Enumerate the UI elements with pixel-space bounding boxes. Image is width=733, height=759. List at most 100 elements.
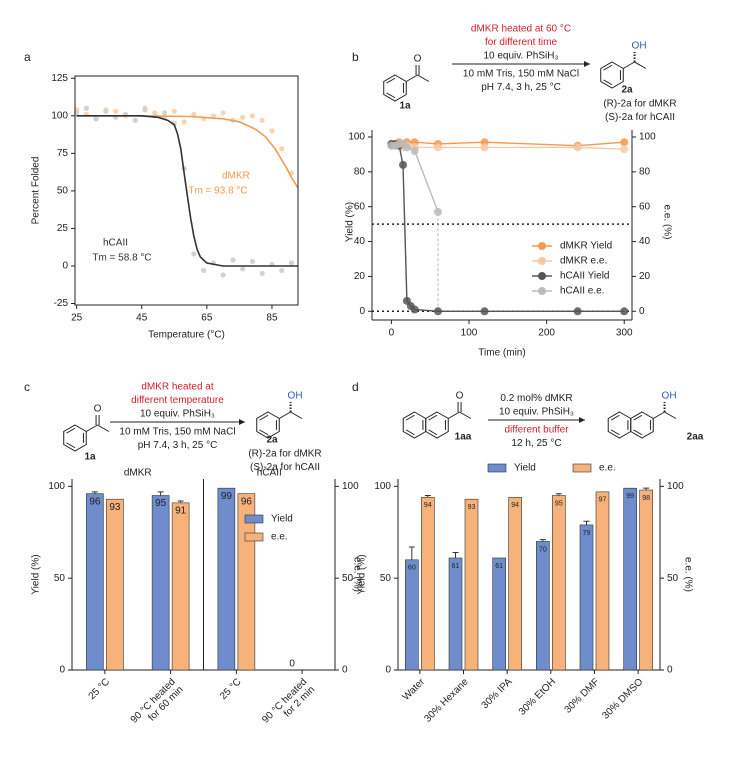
data-point [83,105,89,111]
y-tick-label: 20 [639,271,651,282]
error-bar [408,546,415,560]
compound-label: 2aa [687,432,704,443]
y-tick-label: 50 [380,573,392,584]
ring-bond [633,414,643,421]
series-label: hCAII [103,238,128,249]
ring-bond [633,429,643,436]
x-tick-label: 90 °C heatedfor 2 min [260,676,317,733]
compound-label: 2a [621,85,633,96]
y-tick-label: 50 [342,573,354,584]
ring-bond [603,79,613,86]
error-bar [555,493,562,496]
panel: b O OH dMKR heated at 60 °C for different ti… [345,24,677,359]
ring-bond [405,414,415,421]
x-tick-label: 25 °C [86,676,112,702]
data-point [279,146,285,152]
x-tick-label-line: 30% Hexane [422,676,471,725]
y-tick-label: 100 [639,132,656,143]
x-tick-label: 25 [71,313,83,324]
ring-bond [428,429,438,436]
data-point [220,110,226,116]
y-tick-label: 40 [354,236,366,247]
bar [106,498,124,671]
y-axis-label: Yield (%) [357,554,368,594]
x-tick-label: 300 [616,328,633,339]
arrow-head [579,417,585,423]
x-tick-label: 65 [201,313,213,324]
ring-bond [386,77,396,84]
legend-marker [538,257,546,265]
atom-label: OH [288,391,303,402]
condition: pH 7.4, 3 h, 25 °C [481,82,561,93]
arrow-head [584,61,590,67]
y-tick-label: 60 [354,201,366,212]
y-tick-label: 80 [639,166,651,177]
data-point [240,114,246,120]
atom-label: OH [662,391,677,402]
data-point [191,111,197,117]
data-point [279,267,285,274]
condition: different buffer [504,425,569,436]
condition: 10 equiv. PhSiH₃ [499,407,574,418]
y-tick-label: 75 [57,148,69,159]
atom-label: O [456,391,464,402]
value-label: 61 [452,563,460,570]
series-label: dMKR [222,171,250,182]
y-tick-label: 0 [385,665,391,676]
x-axis-label: Time (min) [478,348,525,359]
data-point [433,207,442,216]
value-label: 97 [599,497,607,504]
bar [552,495,566,671]
ring-bond [428,414,438,421]
bar [492,557,506,671]
value-label: 93 [468,504,476,511]
bar [405,559,419,671]
condition: for different time [485,37,558,48]
bar [464,498,479,671]
product-note: (R)-2a for dMKR [603,99,676,110]
y-tick-label: 100 [374,481,391,492]
panel: d O OH 0.2 mol% dMKR 10 equiv. PhSiH₃ differe… [352,380,704,724]
bond [623,61,635,69]
data-point [433,143,442,152]
bond [653,411,665,419]
bond [279,411,291,419]
bar [639,489,653,671]
data-point [142,107,148,113]
group-label: dMKR [124,468,152,479]
error-bar [177,500,184,503]
error-bar [643,487,650,491]
group-label: hCAII [257,468,282,479]
y-tick-label: 0 [342,665,348,676]
ring-bond [386,92,396,99]
legend-label: e.e. [599,463,616,474]
data-point [259,270,265,277]
data-point [620,307,629,316]
panel-label: c [24,380,30,394]
x-tick-label: 0 [389,328,395,339]
data-point [620,145,629,154]
legend-label: Yield [514,463,536,474]
legend-marker [538,272,546,280]
series-annotation: Tm = 58.8 °C [92,253,151,264]
y-tick-label: 125 [51,73,68,84]
y-axis-label: Yield (%) [31,554,42,594]
data-point [113,108,119,114]
data-point [573,143,582,152]
y-tick-label: 100 [342,481,359,492]
ring-bond [66,442,76,449]
x-tick-label: 30% DMSO [600,676,645,721]
error-bar [583,520,590,525]
y2-axis-label: e.e. (%) [682,557,693,592]
panel: c O OH dMKR heated at different temperature 1… [24,380,362,733]
x-tick-label-line: 30% DMF [562,676,601,715]
legend-label: dMKR e.e. [560,256,607,267]
x-tick-label: 90 °C heatedfor 60 min [128,676,185,733]
y2-axis-label: e.e. (%) [351,557,362,592]
y-tick-label: 20 [354,271,366,282]
condition: 12 h, 25 °C [511,438,561,449]
condition: 10 equiv. PhSiH₃ [140,409,215,420]
series-line [391,141,625,147]
x-tick-label: 25 °C [218,676,244,702]
bar [151,495,170,671]
